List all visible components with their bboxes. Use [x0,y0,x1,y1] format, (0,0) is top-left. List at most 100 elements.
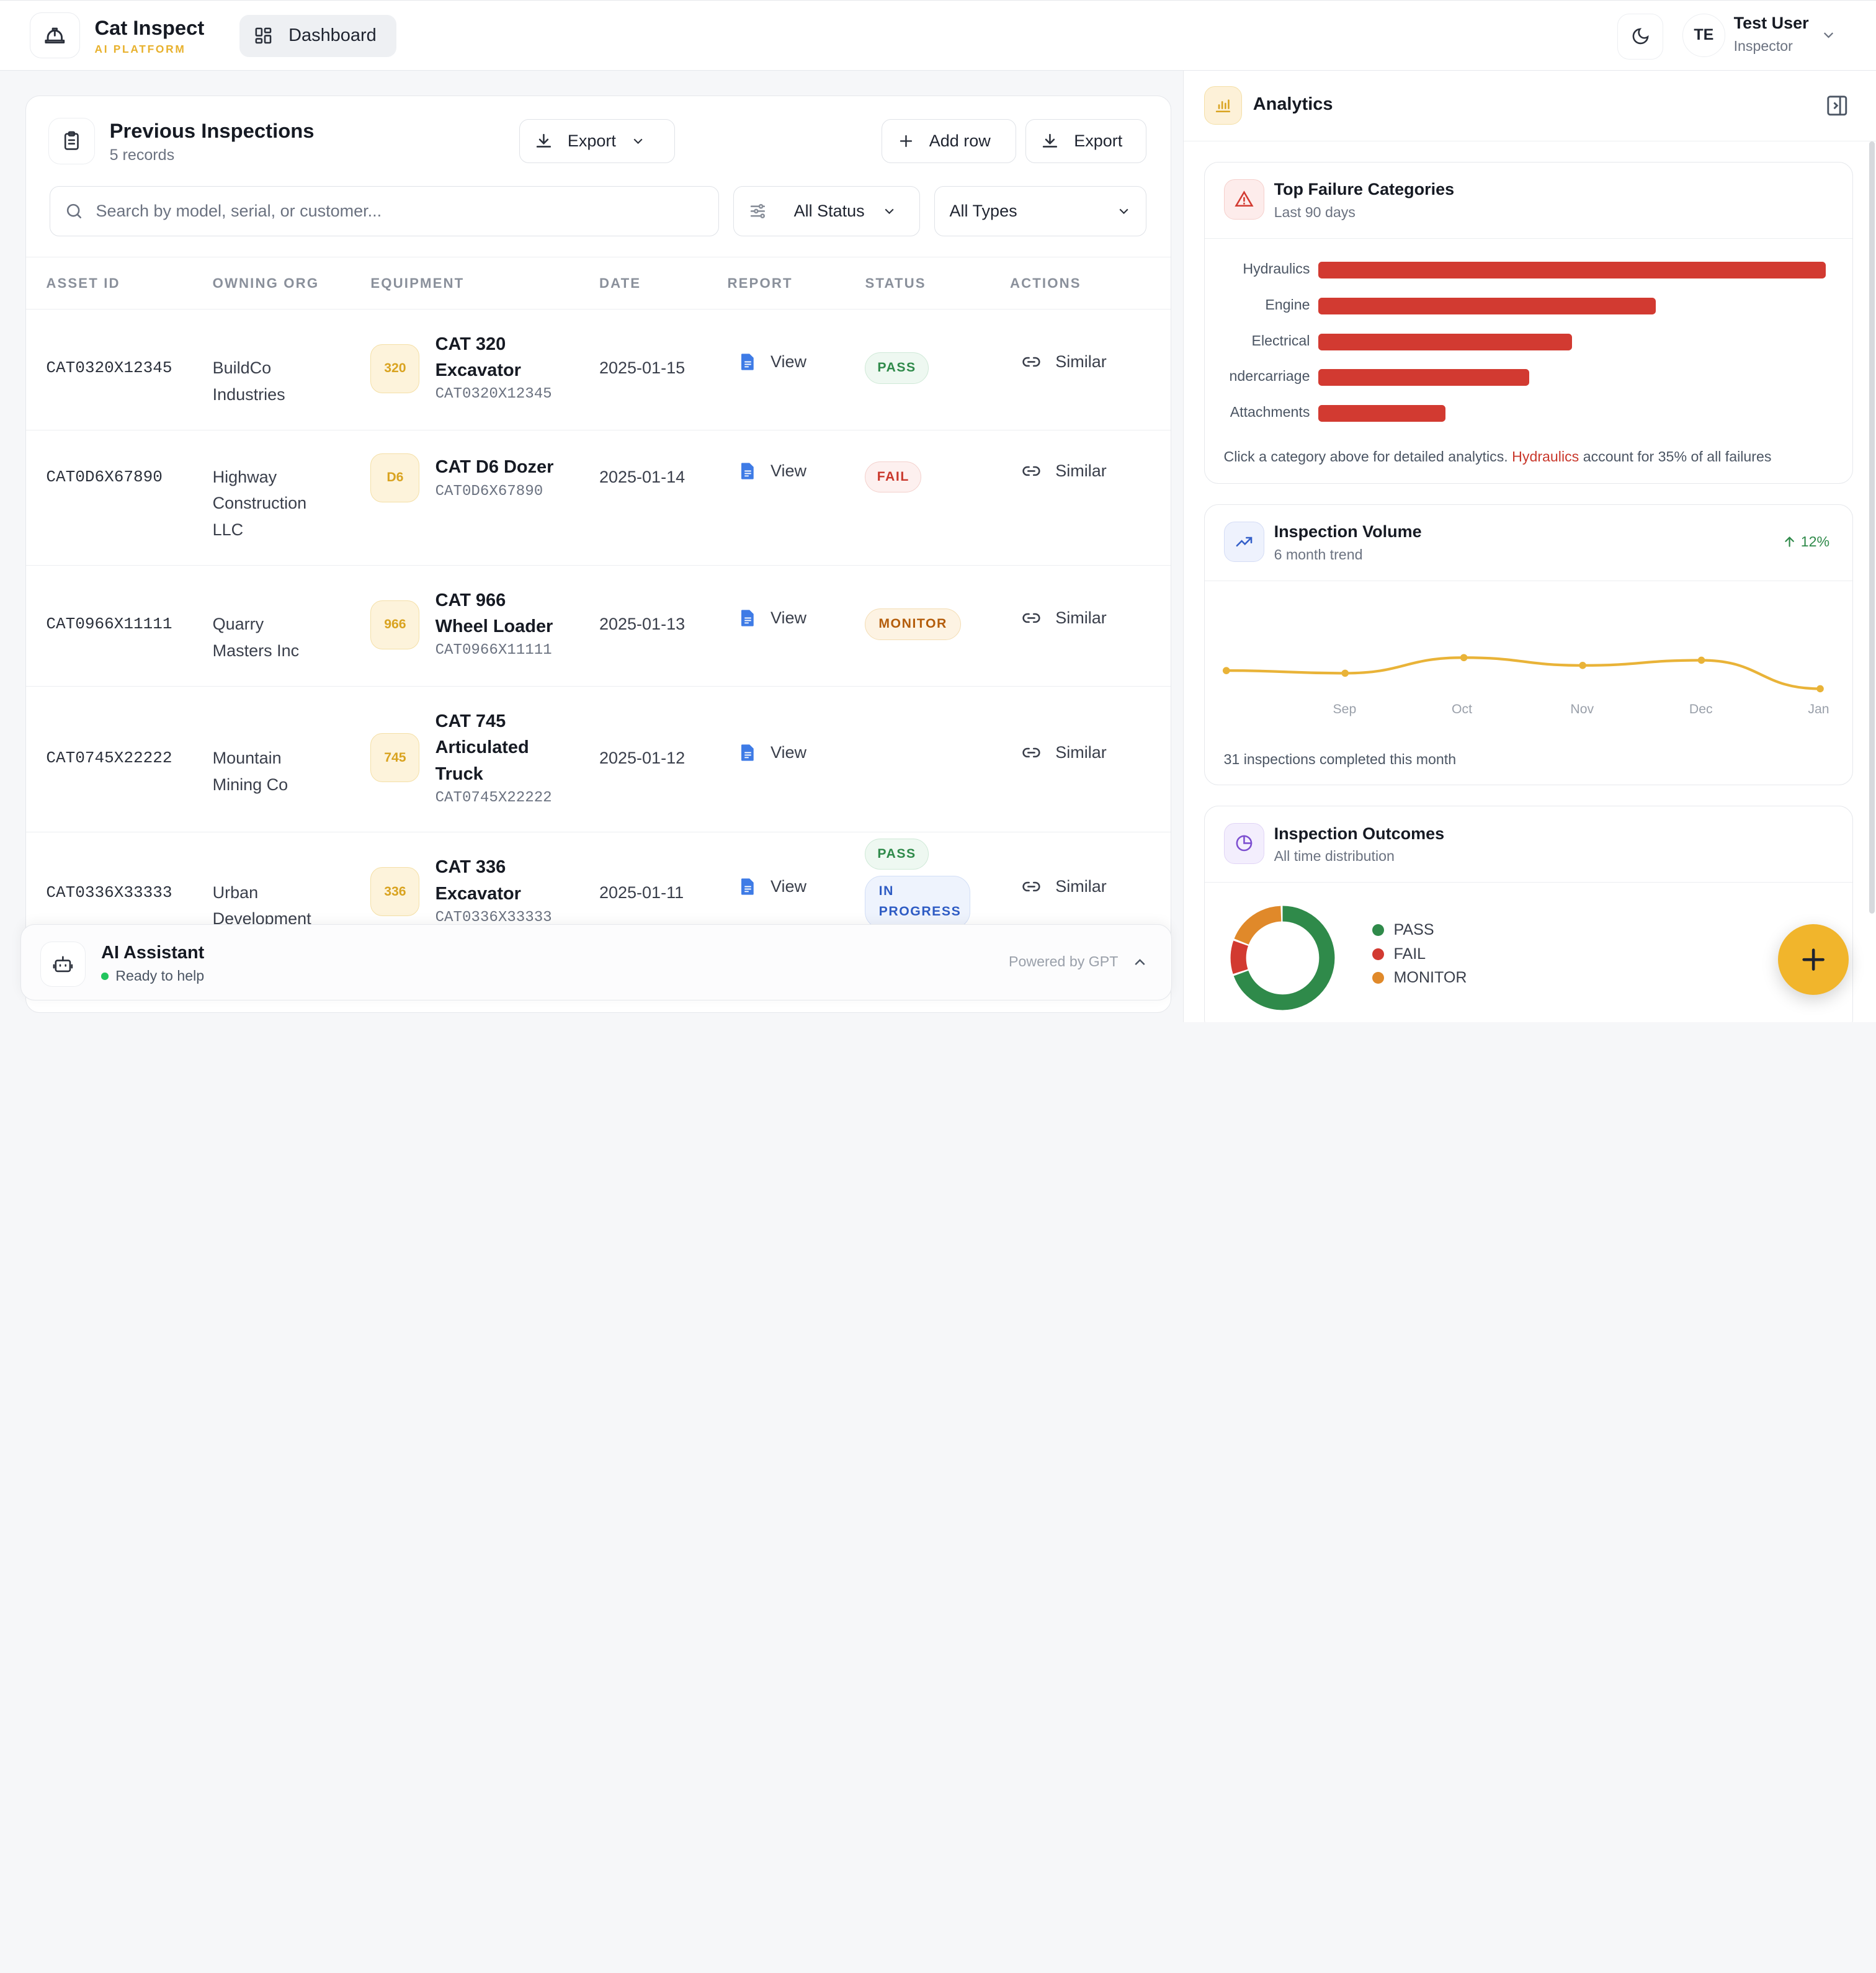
column-header-asset-id[interactable]: ASSET ID [46,275,120,291]
column-header-report[interactable]: REPORT [727,275,793,291]
export-label: Export [1074,131,1123,151]
volume-point[interactable] [1578,661,1586,669]
view-report-link[interactable]: View [739,608,806,628]
arrow-up-icon [1785,536,1794,547]
donut-slice-pass[interactable] [1230,906,1335,1010]
search-field[interactable] [50,186,719,237]
download-icon [1043,134,1058,148]
volume-point[interactable] [1816,685,1824,693]
equipment-name-line: Excavator [435,883,521,904]
table-row[interactable]: CAT0966X11111 Quarry Masters Inc 966 CAT… [25,566,1171,687]
analytics-title: Analytics [1253,94,1333,115]
theme-toggle-button[interactable] [1617,14,1663,60]
column-header-status[interactable]: STATUS [865,275,926,291]
owning-org-line: Mountain [212,749,282,768]
tab-dashboard[interactable]: Dashboard [239,15,396,57]
legend-swatch [1372,948,1385,960]
equipment-badge: 745 [370,733,420,783]
failure-bar[interactable] [1318,261,1826,278]
table-row[interactable]: CAT0D6X67890 Highway Construction LLC D6… [25,430,1171,566]
owning-org: Highway Construction LLC [213,464,307,543]
column-header-owning-org[interactable]: OWNING ORG [212,275,319,291]
failure-note-prefix: Click a category above for detailed anal… [1223,448,1508,465]
view-report-link[interactable]: View [739,352,806,372]
legend-swatch [1372,972,1385,984]
export-button[interactable]: Export [1025,119,1146,164]
status-filter-select[interactable]: All Status [733,186,921,237]
column-header-date[interactable]: DATE [599,275,641,291]
legend-item-pass[interactable]: PASS [1372,921,1434,939]
trend-value: 12% [1800,533,1830,550]
failure-bar[interactable] [1318,369,1529,386]
powered-by: Powered by GPT [1009,953,1119,970]
similar-link[interactable]: Similar [1022,352,1107,372]
column-header-equipment[interactable]: EQUIPMENT [370,275,465,291]
document-icon [741,610,754,627]
donut-slice-fail[interactable] [1230,906,1335,1010]
user-role: Inspector [1733,37,1793,54]
asset-id: CAT0D6X67890 [46,467,163,486]
similar-link[interactable]: Similar [1022,877,1107,896]
owning-org-line: Industries [212,385,285,404]
legend-label: FAIL [1393,945,1426,963]
volume-point[interactable] [1460,654,1468,662]
search-input[interactable] [96,202,695,221]
type-filter-select[interactable]: All Types [934,186,1146,237]
avatar[interactable]: TE [1682,14,1726,57]
volume-point[interactable] [1222,667,1230,674]
failure-note-highlight[interactable]: Hydraulics [1512,448,1579,465]
add-inspection-button[interactable] [1778,924,1849,995]
similar-link[interactable]: Similar [1022,461,1107,481]
volume-point[interactable] [1697,656,1705,664]
status-badge: FAIL [865,461,922,493]
volume-point[interactable] [1341,669,1349,677]
owning-org-line: Mining Co [212,775,288,794]
equipment-serial: CAT0745X22222 [435,789,552,806]
bar-label[interactable]: Attachments [1230,404,1310,421]
legend-item-monitor[interactable]: MONITOR [1372,969,1467,987]
view-report-link[interactable]: View [739,461,806,481]
table-row[interactable]: CAT0745X22222 Mountain Mining Co 745 CAT… [25,687,1171,870]
table-row[interactable]: CAT0320X12345 BuildCo Industries 320 CAT… [25,310,1171,430]
failure-bar[interactable] [1318,405,1445,422]
x-tick-label: Dec [1689,701,1713,716]
bar-label[interactable]: Hydraulics [1243,260,1310,277]
owning-org: Quarry Masters Inc [213,611,300,664]
link-icon [1022,466,1040,476]
failure-note: Click a category above for detailed anal… [1224,448,1772,465]
legend-item-fail[interactable]: FAIL [1372,945,1426,963]
plus-icon [1802,948,1825,971]
bar-label[interactable]: Electrical [1251,332,1310,349]
column-header-actions[interactable]: ACTIONS [1009,275,1081,291]
similar-label: Similar [1055,461,1107,481]
inspection-date: 2025-01-11 [599,883,684,902]
analytics-scrollbar[interactable] [1869,141,1875,914]
volume-series-line [1226,656,1820,690]
view-report-link[interactable]: View [739,743,806,762]
export-dropdown-button[interactable]: Export [519,119,675,164]
equipment-name-line: CAT 745 [435,711,506,731]
inspection-outcomes-widget: Inspection Outcomes All time distributio… [1204,805,1853,1023]
failure-bar[interactable] [1318,333,1573,350]
view-report-link[interactable]: View [739,877,806,896]
ai-assistant-bar[interactable]: AI Assistant Ready to help Powered by GP… [20,924,1172,1001]
chevron-up-icon[interactable] [1131,953,1149,971]
failure-bar[interactable] [1318,297,1656,314]
similar-link[interactable]: Similar [1022,743,1107,762]
volume-widget-subtitle: 6 month trend [1274,546,1363,563]
chevron-down-icon[interactable] [1820,27,1837,43]
outcomes-widget-title: Inspection Outcomes [1274,824,1445,843]
link-icon [1022,881,1040,891]
sliders-icon [751,204,766,219]
bar-label[interactable]: ndercarriage [1229,368,1310,385]
brand-subtitle: AI PLATFORM [94,42,186,55]
bar-label[interactable]: Engine [1265,296,1310,313]
status-badge: MONITOR [865,608,961,640]
logo[interactable] [30,12,81,58]
similar-link[interactable]: Similar [1022,608,1107,628]
user-name[interactable]: Test User [1733,14,1809,33]
table-row[interactable]: CAT0336X33333 Urban Development 336 CAT … [26,832,1171,964]
add-row-button[interactable]: Add row [882,119,1016,164]
panel-collapse-icon[interactable] [1825,94,1849,118]
inspections-card: Previous Inspections 5 records Export Ad… [25,96,1171,1013]
